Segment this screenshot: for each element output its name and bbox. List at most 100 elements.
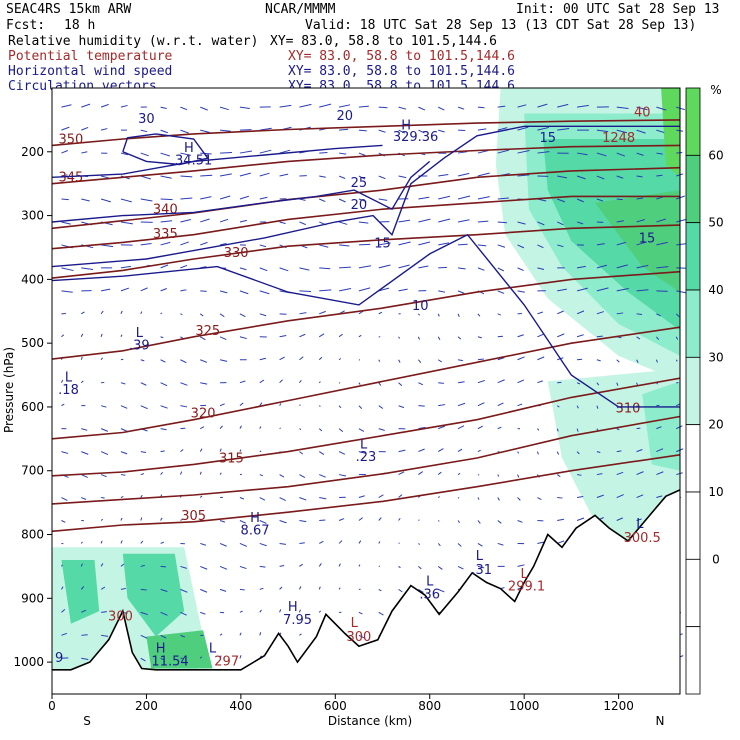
wind-vector [437,313,440,317]
wind-vector [497,313,501,316]
wind-vector [61,586,64,590]
wind-vector [100,128,108,131]
wind-vector [100,333,103,337]
wind-vector [517,334,524,338]
x-axis-label: Distance (km) [328,714,412,728]
wind-vector [120,221,133,225]
wind-vector [358,198,367,203]
wind-vector [120,334,123,338]
colorbar-bin [685,222,701,291]
wind-vector [279,334,287,338]
wind-vector [200,129,210,134]
wind-vector [318,428,323,432]
wind-vector [200,382,208,385]
wind-contour-15 [51,125,680,268]
wind-vector [160,405,168,409]
wind-vector [140,564,145,567]
wind-vector [259,450,262,453]
wind-vector [636,313,643,316]
wind-vector [220,151,233,154]
wind-vector [497,357,505,361]
wind-vector [418,265,429,269]
wind-vector [557,518,565,521]
wind-vector [675,313,680,318]
extrema-label: L [136,326,144,341]
wind-vector [279,356,285,361]
wind-vector [180,359,187,364]
wind-contour-30 [122,133,209,166]
wind-vector [497,474,500,477]
extrema-label: 9 [55,651,63,666]
wind-vector [477,543,483,547]
wind-vector [358,517,364,521]
wind-vector [576,175,586,180]
wind-vector [299,404,301,407]
wind-vector [219,472,222,475]
wind-vector [438,425,446,430]
wind-vector [398,219,411,223]
wind-vector [239,542,248,547]
wind-vector [477,172,490,177]
wind-vector [576,428,579,432]
wind-vector [477,358,484,361]
wind-vector [61,632,68,636]
wind-vector [318,405,321,407]
wind-vector [358,405,363,409]
wind-vector [557,288,567,292]
terrain-mask [52,489,680,694]
wind-vector [140,540,144,544]
colorbar-label: 30 [708,350,723,364]
wind-vector [80,356,83,360]
wind-vector [100,428,109,432]
wind-vector [557,244,564,248]
wind-vector [100,586,106,590]
wind-vector [438,173,449,177]
colorbar-label: 40 [708,283,723,297]
wind-vector [537,428,540,431]
rh-region [61,560,100,624]
wind-vector [636,241,648,246]
wind-vector [636,336,641,340]
wind-vector [537,151,550,154]
wind-vector [279,427,281,430]
wind-vector [319,151,328,154]
wind-vector [557,128,570,131]
wind-vector [338,474,347,477]
wind-vector [497,127,508,131]
wind-vector [517,403,523,407]
wind-vector [81,311,85,315]
wind-vector [140,152,149,157]
wind-vector [61,150,68,154]
wind-vector [358,265,372,269]
extrema-label: L [476,549,484,564]
rh-region [595,190,680,293]
wind-vector [299,312,307,315]
wind-vector [338,587,341,590]
wind-vector [120,198,132,203]
wind-vector [596,335,603,338]
wind-vector [259,127,272,131]
extrema-label: 40 [634,106,651,121]
wind-vector [358,105,369,108]
wind-vector [101,244,114,248]
x-tick-label: 800 [418,699,441,713]
wind-vector [517,474,520,478]
theta-label: 325 [195,324,220,339]
wind-vector [239,449,242,452]
wind-vector [616,471,624,476]
wind-vector [378,264,391,269]
field-xy: XY= 83.0, 58.8 to 101.5,144.6 [288,49,515,64]
wind-vector [616,152,626,157]
wind-vector [438,382,444,384]
wind-vector [61,609,66,613]
wind-vector [616,359,620,363]
wind-vector [537,380,543,384]
x-tick-label: 0 [48,699,56,713]
wind-vector [477,425,484,430]
wind-vector [319,175,326,178]
extrema-label: L [636,517,644,532]
wind-vector [140,198,153,202]
colorbar-label: 20 [708,418,723,432]
wind-vector [458,381,465,384]
